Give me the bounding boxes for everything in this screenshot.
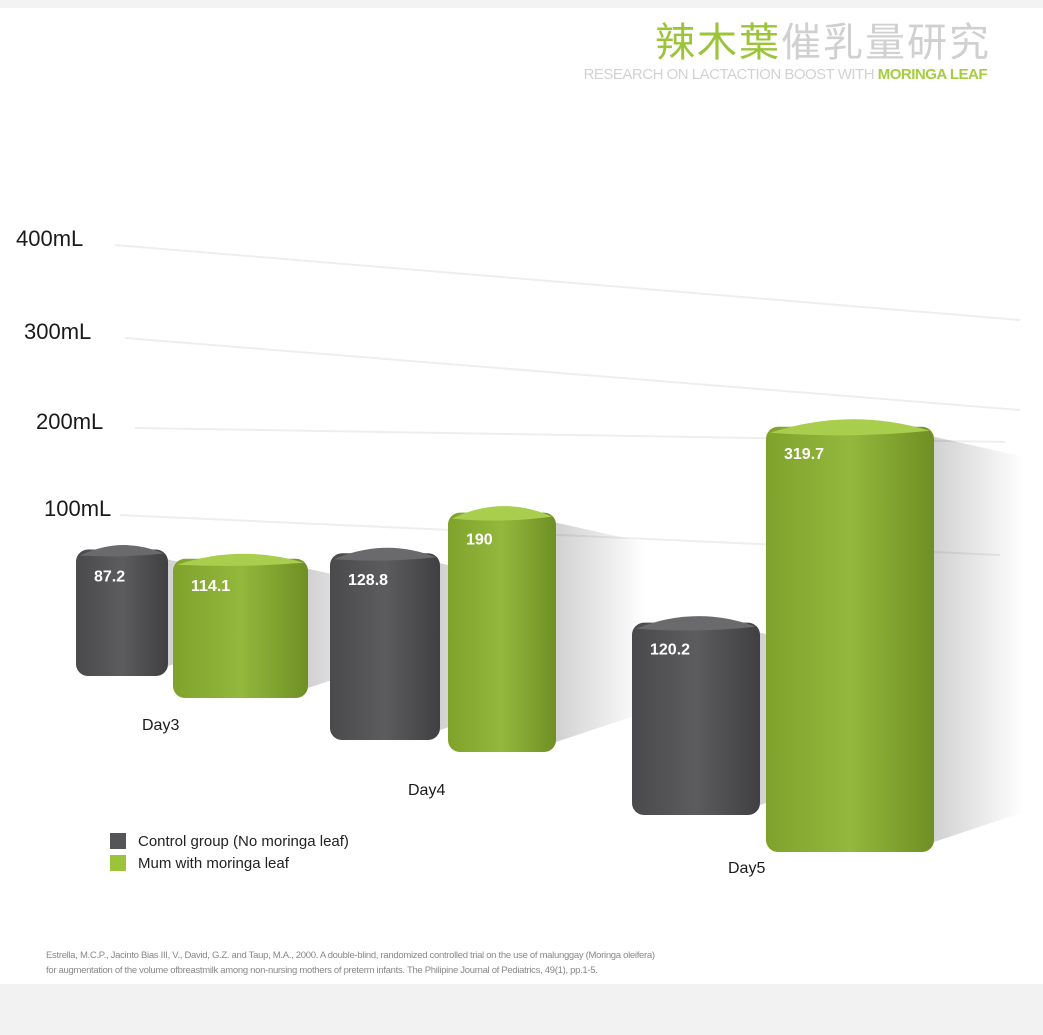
footnote: Estrella, M.C.P., Jacinto Bias III, V., … (46, 948, 1006, 978)
y-tick-label: 100mL (44, 496, 111, 521)
data-label: 128.8 (348, 572, 388, 589)
y-tick-label: 400mL (16, 226, 83, 251)
top-strip (0, 0, 1043, 8)
bar-moringa-day3 (173, 558, 308, 698)
legend: Control group (No moringa leaf) Mum with… (110, 830, 349, 874)
x-tick-label: Day3 (142, 717, 179, 734)
bar-moringa-day5 (766, 426, 934, 852)
legend-item-control: Control group (No moringa leaf) (110, 830, 349, 852)
title-rest: 催乳量研究 (781, 20, 991, 66)
gridline (124, 337, 1021, 411)
bar-moringa-day4 (448, 512, 556, 752)
data-label: 87.2 (94, 569, 125, 586)
bar-top-face (636, 616, 756, 631)
bar-control-day3 (76, 549, 168, 676)
x-tick-label: Day4 (408, 782, 445, 799)
chart-title-cn: 辣木葉催乳量研究 (655, 10, 991, 68)
subtitle-highlight: MORINGA LEAF (877, 66, 988, 83)
bar-control-day4 (330, 553, 440, 740)
legend-swatch-moringa (110, 855, 126, 871)
bar-top-face (334, 547, 436, 561)
subtitle-plain: RESEARCH ON LACTACTION BOOST WITH (583, 66, 878, 83)
bottom-strip (0, 984, 1043, 1035)
data-label: 120.2 (650, 642, 690, 659)
y-tick-label: 200mL (36, 409, 103, 434)
legend-item-moringa: Mum with moringa leaf (110, 852, 349, 874)
chart-subtitle: RESEARCH ON LACTACTION BOOST WITH MORING… (583, 66, 988, 83)
legend-label-moringa: Mum with moringa leaf (138, 854, 289, 872)
bar-shadow (556, 522, 646, 742)
data-label: 190 (466, 532, 493, 549)
bar-top-face (770, 419, 930, 436)
title-highlight: 辣木葉 (655, 20, 781, 66)
x-tick-label: Day5 (728, 860, 765, 877)
y-tick-label: 300mL (24, 319, 91, 344)
gridline (114, 244, 1021, 321)
bar-top-face (452, 506, 552, 521)
bar-control-day5 (632, 622, 760, 815)
bar-shadow (934, 436, 1024, 842)
data-label: 114.1 (191, 578, 230, 595)
legend-swatch-control (110, 833, 126, 849)
footnote-line1: Estrella, M.C.P., Jacinto Bias III, V., … (46, 950, 655, 961)
footnote-line2: for augmentation of the volume ofbreastm… (46, 965, 598, 976)
bar-top-face (177, 553, 304, 566)
legend-label-control: Control group (No moringa leaf) (138, 832, 349, 850)
data-label: 319.7 (784, 446, 824, 463)
bar-top-face (80, 545, 164, 557)
